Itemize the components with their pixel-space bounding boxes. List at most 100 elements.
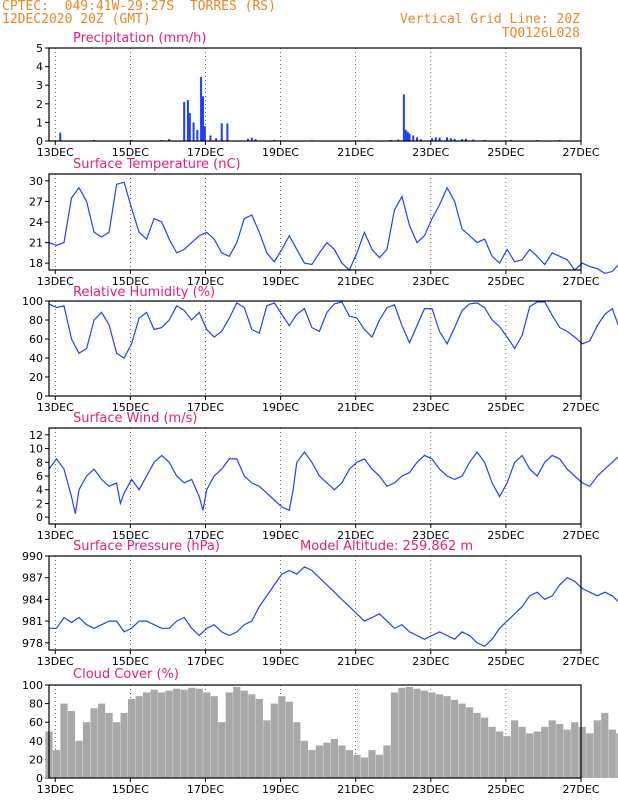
- cloud-bar: [465, 707, 474, 778]
- temperature-title: Surface Temperature (nC): [73, 157, 241, 172]
- cloud-bar: [383, 745, 391, 778]
- cloud-xtick-label: 17DEC: [187, 783, 224, 796]
- cloud-xtick-label: 13DEC: [37, 783, 74, 796]
- humidity-ytick-label: 0: [36, 390, 43, 403]
- wind-xtick-label: 25DEC: [487, 529, 524, 542]
- humidity-xtick-label: 19DEC: [262, 401, 299, 414]
- precip-xtick-label: 13DEC: [37, 146, 74, 159]
- cloud-bar: [248, 694, 256, 778]
- pressure-ytick-label: 978: [22, 637, 43, 650]
- temperature-ytick-label: 30: [29, 175, 43, 188]
- temperature-ytick-label: 21: [29, 237, 43, 250]
- cloud-ytick-label: 20: [29, 753, 43, 766]
- wind-frame: [48, 427, 582, 525]
- cloud-bar: [225, 692, 233, 778]
- wind-series-line: [48, 450, 618, 514]
- precip-xtick-label: 23DEC: [412, 146, 449, 159]
- cloud-bar: [150, 689, 158, 778]
- temperature-xtick-label: 25DEC: [487, 275, 524, 288]
- humidity-xtick-label: 13DEC: [37, 401, 74, 414]
- precip-ytick-label: 3: [36, 79, 43, 92]
- cloud-bar: [458, 703, 466, 778]
- cloud-bar: [105, 712, 113, 778]
- cloud-bar: [533, 731, 541, 778]
- humidity-ytick-label: 100: [22, 295, 43, 308]
- cloud-title: Cloud Cover (%): [73, 667, 179, 682]
- precip-bar: [200, 76, 203, 141]
- cloud-bar: [195, 688, 203, 778]
- precip-ytick-label: 1: [36, 116, 43, 129]
- precip-bar: [402, 94, 405, 141]
- pressure-ytick-label: 984: [22, 593, 43, 606]
- wind-ytick-label: 2: [36, 497, 43, 510]
- precip-bar: [453, 138, 456, 141]
- cloud-bar: [473, 712, 481, 778]
- cloud-bar: [90, 708, 98, 778]
- cloud-bar: [67, 711, 76, 778]
- precip-bar: [404, 129, 407, 141]
- pressure-ytick-label: 990: [22, 550, 43, 563]
- cloud-bar: [180, 689, 188, 778]
- cloud-xtick-label: 23DEC: [412, 783, 449, 796]
- wind-ytick-label: 0: [36, 511, 43, 524]
- cloud-xtick-label: 25DEC: [487, 783, 524, 796]
- cloud-bar: [188, 687, 196, 778]
- humidity-xtick-label: 25DEC: [487, 401, 524, 414]
- cloud-xtick-label: 19DEC: [262, 783, 299, 796]
- cloud-bar: [481, 717, 489, 778]
- precip-bar: [226, 123, 229, 141]
- precip-bar: [408, 133, 411, 141]
- header-station: CPTEC: 049:41W-29:27S TORRES (RS): [2, 0, 276, 14]
- pressure-annotation: Model Altitude: 259.862 m: [300, 539, 473, 554]
- cloud-bar: [143, 692, 151, 778]
- humidity-xtick-label: 15DEC: [112, 401, 149, 414]
- cloud-bar: [601, 712, 609, 778]
- precip-title: Precipitation (mm/h): [73, 31, 206, 46]
- humidity-ytick-label: 60: [29, 333, 43, 346]
- precip-bar: [192, 122, 195, 141]
- wind-title: Surface Wind (m/s): [73, 411, 197, 426]
- cloud-ytick-label: 80: [29, 698, 43, 711]
- cloud-bar: [52, 750, 61, 778]
- wind-xtick-label: 17DEC: [187, 529, 224, 542]
- precip-ytick-label: 0: [36, 135, 43, 148]
- cloud-bar: [593, 720, 601, 778]
- pressure-xtick-label: 19DEC: [262, 655, 299, 668]
- cloud-bar: [608, 729, 616, 778]
- cloud-bar: [435, 694, 444, 778]
- pressure-xtick-label: 25DEC: [487, 655, 524, 668]
- cloud-bar: [255, 698, 263, 778]
- humidity-xtick-label: 21DEC: [337, 401, 374, 414]
- precip-bar: [215, 138, 218, 141]
- cloud-bar: [293, 722, 301, 778]
- cloud-xtick-label: 15DEC: [112, 783, 149, 796]
- pressure-title: Surface Pressure (hPa): [73, 539, 220, 554]
- cloud-bar: [128, 698, 136, 778]
- cloud-bar: [556, 724, 564, 778]
- precip-bar: [397, 139, 400, 141]
- wind-ytick-label: 4: [36, 484, 43, 497]
- temperature-xtick-label: 13DEC: [37, 275, 74, 288]
- precip-bar: [434, 137, 437, 141]
- humidity-xtick-label: 17DEC: [187, 401, 224, 414]
- temperature-xtick-label: 23DEC: [412, 275, 449, 288]
- precip-ytick-label: 5: [36, 42, 43, 55]
- humidity-ytick-label: 80: [29, 314, 43, 327]
- temperature-xtick-label: 27DEC: [562, 275, 599, 288]
- pressure-frame: [48, 555, 582, 651]
- precip-bar: [464, 138, 467, 141]
- precip-bar: [196, 129, 199, 141]
- cloud-bar: [578, 726, 586, 778]
- precip-bar: [412, 135, 415, 141]
- humidity-ytick-label: 40: [29, 352, 43, 365]
- precip-ytick-label: 2: [36, 98, 43, 111]
- cloud-bar: [270, 703, 278, 778]
- humidity-title: Relative Humidity (%): [73, 285, 215, 300]
- pressure-xtick-label: 27DEC: [562, 655, 599, 668]
- pressure-xtick-label: 23DEC: [412, 655, 449, 668]
- precip-bar: [59, 132, 62, 141]
- temperature-series-line: [48, 181, 618, 275]
- pressure-ytick-label: 987: [22, 572, 43, 585]
- cloud-bar: [496, 731, 504, 778]
- cloud-bar: [112, 722, 121, 778]
